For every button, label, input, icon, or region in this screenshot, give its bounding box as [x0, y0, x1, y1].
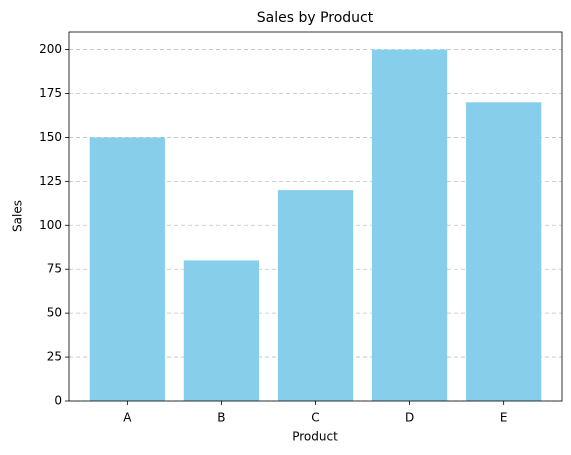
- x-tick-label: C: [311, 411, 319, 425]
- y-tick-label: 200: [39, 42, 62, 56]
- y-tick-label: 50: [47, 306, 62, 320]
- y-tick-label: 0: [54, 394, 62, 408]
- bar: [371, 49, 448, 401]
- y-tick-label: 100: [39, 218, 62, 232]
- y-tick-label: 150: [39, 130, 62, 144]
- y-tick-label: 25: [47, 350, 62, 364]
- x-tick-label: A: [123, 411, 132, 425]
- x-tick-label: D: [405, 411, 414, 425]
- x-tick-label: E: [500, 411, 508, 425]
- y-tick-label: 125: [39, 174, 62, 188]
- bar: [466, 102, 542, 402]
- bar: [277, 190, 354, 401]
- bar: [89, 137, 165, 401]
- y-tick-label: 75: [47, 262, 62, 276]
- x-axis-label: Product: [292, 430, 338, 444]
- plot-frame: [68, 31, 563, 402]
- y-tick-label: 175: [39, 86, 62, 100]
- chart-title: Sales by Product: [257, 10, 374, 26]
- bar: [183, 260, 260, 401]
- y-axis-label: Sales: [11, 200, 25, 232]
- x-tick-label: B: [217, 411, 225, 425]
